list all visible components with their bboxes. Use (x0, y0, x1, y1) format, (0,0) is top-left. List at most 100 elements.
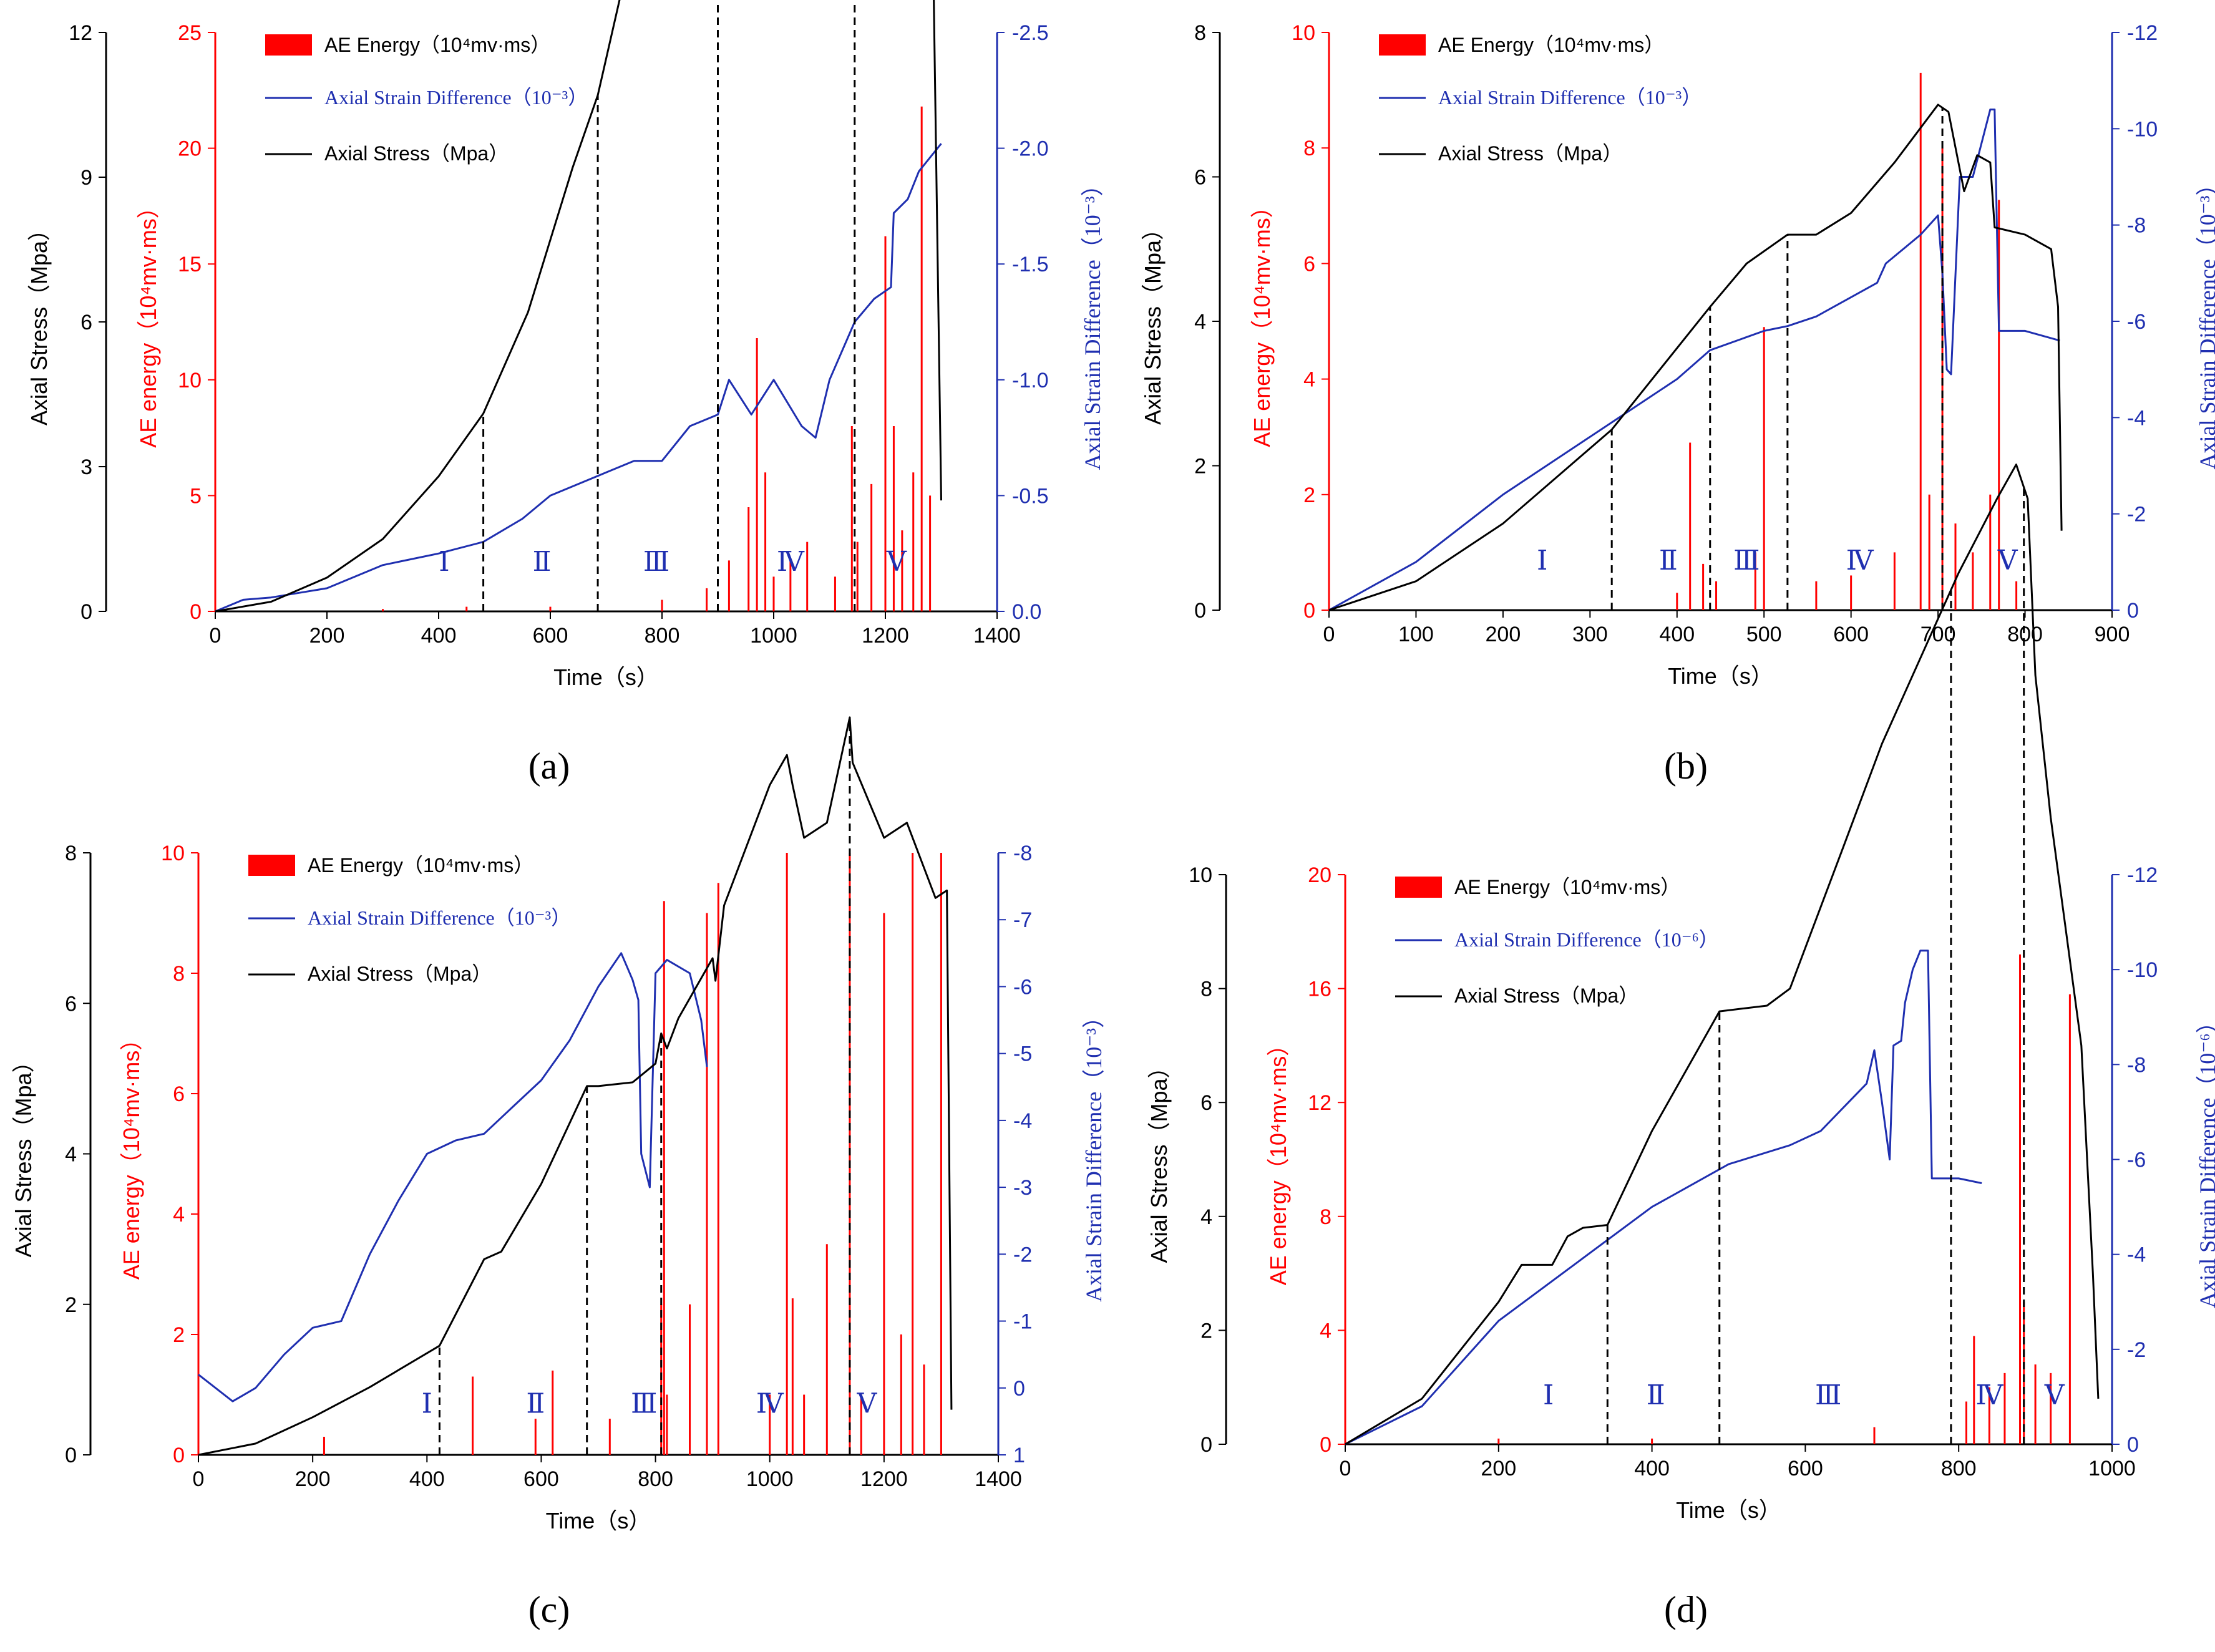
strain-series-line (1328, 109, 2060, 611)
ae-tick-label: 0 (173, 1444, 185, 1467)
x-tick-label: 200 (1486, 623, 1521, 646)
stress-tick-label: 8 (1194, 21, 1206, 45)
x-tick-label: 400 (409, 1467, 445, 1491)
x-tick-label: 900 (2095, 623, 2130, 646)
stress-tick-label: 9 (80, 166, 92, 190)
legend-label-ae: AE Energy（10⁴mv·ms） (308, 854, 533, 877)
stage-label: Ⅰ (422, 1388, 432, 1419)
ae-axis-title: AE energy（10⁴mv·ms） (135, 196, 161, 448)
stress-tick-label: 0 (1200, 1433, 1212, 1457)
ae-tick-label: 15 (178, 253, 202, 276)
strain-tick-label: -8 (2127, 1053, 2146, 1077)
strain-axis-title: Axial Strain Difference（10⁻³） (1080, 174, 1105, 470)
legend-swatch-ae (265, 34, 312, 56)
strain-axis-title: Axial Strain Difference（10⁻³） (2195, 173, 2215, 470)
stage-label: Ⅲ (643, 547, 669, 577)
strain-tick-label: -2.0 (1012, 137, 1049, 161)
x-tick-label: 600 (1788, 1457, 1823, 1480)
ae-tick-label: 0 (1320, 1433, 1331, 1457)
ae-tick-label: 10 (1292, 21, 1315, 45)
strain-tick-label: -1.5 (1012, 253, 1049, 276)
x-tick-label: 0 (1340, 1457, 1351, 1480)
strain-tick-label: -2.5 (1012, 21, 1049, 45)
stress-axis-title: Axial Stress（Mpa） (26, 218, 52, 425)
x-tick-label: 1200 (860, 1467, 908, 1491)
strain-tick-label: -1.0 (1012, 369, 1049, 392)
panel-label: (c) (528, 1589, 570, 1630)
strain-tick-label: -4 (1013, 1109, 1032, 1133)
stage-label: Ⅰ (1543, 1380, 1554, 1411)
legend-label-stress: Axial Stress（Mpa） (324, 142, 509, 165)
stage-label: Ⅰ (439, 547, 449, 577)
stress-axis-title: Axial Stress（Mpa） (1146, 1056, 1172, 1263)
legend-label-ae: AE Energy（10⁴mv·ms） (1454, 876, 1680, 898)
stress-tick-label: 12 (69, 21, 92, 45)
x-axis-title: Time（s） (546, 1508, 651, 1533)
strain-tick-label: -1 (1013, 1310, 1032, 1334)
strain-tick-label: -7 (1013, 908, 1032, 932)
stage-label: Ⅲ (1733, 545, 1760, 576)
ae-tick-label: 25 (178, 21, 202, 45)
ae-tick-label: 8 (1320, 1205, 1331, 1229)
panel-label: (b) (1664, 746, 1708, 787)
x-tick-label: 600 (1833, 623, 1869, 646)
strain-tick-label: -5 (1013, 1042, 1032, 1066)
strain-tick-label: -12 (2127, 21, 2158, 45)
stress-tick-label: 8 (65, 842, 77, 865)
strain-series-line (215, 143, 942, 613)
ae-tick-label: 10 (161, 842, 185, 865)
legend-label-stress: Axial Stress（Mpa） (308, 963, 492, 985)
ae-tick-label: 0 (1303, 599, 1315, 623)
strain-tick-label: -6 (2127, 1149, 2146, 1172)
legend-swatch-ae (1395, 877, 1442, 898)
x-axis-title: Time（s） (553, 664, 659, 690)
strain-tick-label: 0 (2127, 1433, 2139, 1457)
strain-tick-label: 0 (1013, 1377, 1025, 1401)
strain-tick-label: -6 (1013, 975, 1032, 999)
strain-tick-label: -6 (2127, 310, 2146, 334)
x-axis-title: Time（s） (1668, 663, 1773, 689)
strain-axis-title: Axial Strain Difference（10⁻⁶） (2195, 1011, 2215, 1308)
stress-tick-label: 8 (1200, 978, 1212, 1001)
stage-label: Ⅰ (1537, 545, 1547, 576)
ae-tick-label: 2 (173, 1323, 185, 1347)
strain-tick-label: -2 (1013, 1243, 1032, 1266)
stress-tick-label: 0 (1194, 599, 1206, 623)
x-tick-label: 1000 (746, 1467, 794, 1491)
x-tick-label: 800 (638, 1467, 673, 1491)
stage-label: Ⅴ (1997, 545, 2018, 576)
x-tick-label: 500 (1746, 623, 1782, 646)
x-tick-label: 800 (1941, 1457, 1977, 1480)
x-tick-label: 0 (193, 1467, 205, 1491)
stress-tick-label: 2 (1200, 1319, 1212, 1343)
legend-label-ae: AE Energy（10⁴mv·ms） (1438, 34, 1664, 56)
legend-swatch-ae (248, 855, 295, 876)
ae-axis-title: AE energy（10⁴mv·ms） (119, 1028, 144, 1280)
ae-tick-label: 4 (1303, 368, 1315, 392)
ae-tick-label: 10 (178, 369, 202, 392)
ae-tick-label: 20 (178, 137, 202, 161)
x-tick-label: 400 (1634, 1457, 1670, 1480)
chart-panel-2: 0 200 400 600 800 1000 1200 1400Time（s）02468Axi… (11, 716, 1106, 1630)
strain-tick-label: 0 (2127, 599, 2139, 623)
ae-tick-label: 8 (173, 962, 185, 986)
strain-series-line (1345, 950, 1982, 1446)
x-tick-label: 1000 (750, 624, 797, 648)
x-tick-label: 200 (1481, 1457, 1516, 1480)
ae-axis-title: AE energy（10⁴mv·ms） (1249, 195, 1275, 447)
legend-label-strain: Axial Strain Difference（10⁻³） (308, 906, 571, 929)
strain-tick-label: -10 (2127, 958, 2158, 982)
x-tick-label: 400 (1659, 623, 1695, 646)
x-tick-label: 800 (645, 624, 680, 648)
strain-tick-label: 0.0 (1012, 600, 1041, 624)
ae-tick-label: 5 (190, 484, 202, 508)
x-tick-label: 400 (421, 624, 457, 648)
x-tick-label: 800 (2007, 623, 2043, 646)
stress-tick-label: 6 (1200, 1091, 1212, 1115)
ae-tick-label: 6 (1303, 252, 1315, 276)
chart-panel-1: 0 100 200 300 400 500 600 700 800 900Time（s）02468… (1140, 21, 2215, 787)
strain-tick-label: -2 (2127, 1338, 2146, 1362)
x-tick-label: 200 (295, 1467, 331, 1491)
x-tick-label: 1000 (2088, 1457, 2136, 1480)
